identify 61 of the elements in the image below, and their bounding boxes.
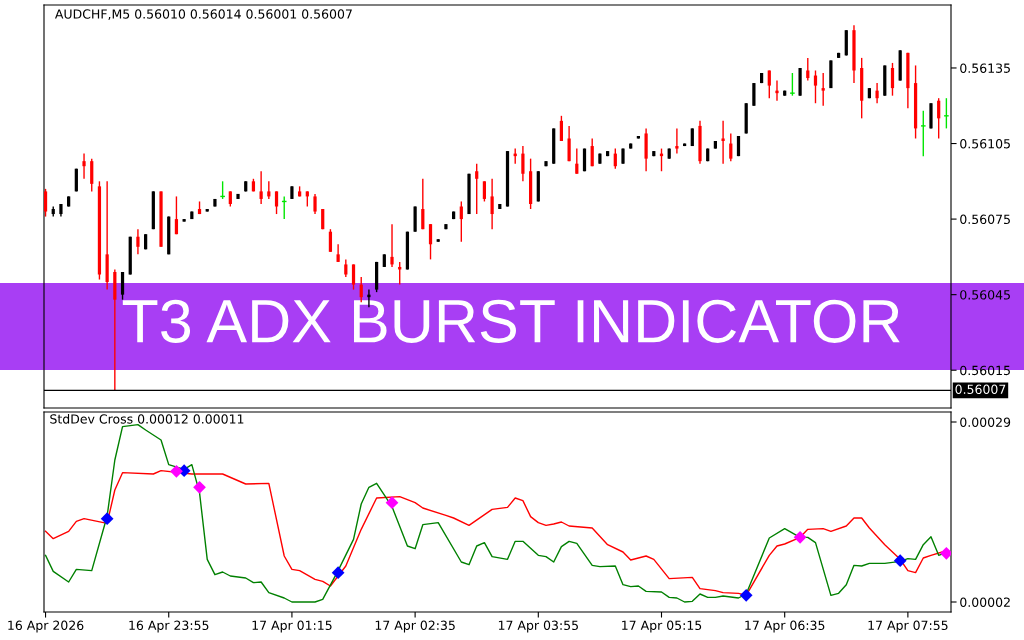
ref-line-label: 0.56007 [955,384,1006,394]
y-tick-label: 0.56105 [960,139,1010,149]
candlestick [590,137,594,167]
candlestick [890,62,895,97]
candlestick [136,228,140,256]
candlestick [120,271,125,301]
candlestick [82,152,86,180]
candlestick [813,69,818,104]
x-tick-label: 17 Apr 01:15 [252,620,332,633]
point [100,512,114,526]
x-tick-label: 17 Apr 06:35 [745,620,825,633]
candlestick [274,190,279,215]
point [739,588,753,602]
x-tick-label: 16 Apr 2026 [8,620,84,633]
candlestick [490,178,494,230]
candlestick [721,120,725,165]
candlestick [44,188,48,218]
candlestick [559,115,564,142]
point [793,530,807,544]
candlestick [390,223,394,268]
candlestick [567,125,571,162]
x-tick-label: 16 Apr 23:55 [129,620,209,633]
y-tick-label: 0.56135 [960,63,1010,73]
candlestick [675,127,679,155]
candlestick [875,82,879,104]
point [170,464,183,478]
point [385,496,399,510]
point [331,566,345,580]
candlestick [313,193,317,215]
candlestick [767,69,771,99]
y-tick-label: 0.56075 [960,214,1010,225]
candlestick [821,72,825,107]
candlestick [482,180,487,203]
candlestick [174,195,179,235]
point [193,480,206,494]
candlestick [752,82,756,107]
candlestick [428,223,433,261]
candlestick [729,132,733,162]
candlestick [267,180,271,200]
candlestick [575,147,579,175]
candlestick [328,228,333,253]
point [940,546,951,560]
x-tick-label: 17 Apr 07:55 [868,620,948,633]
x-tick-label: 17 Apr 03:55 [498,620,578,633]
candlestick [521,145,525,183]
candlestick [259,170,263,205]
chart-title: StdDev Cross 0.00012 0.00011 [50,414,244,424]
x-tick-label: 17 Apr 05:15 [622,620,702,633]
y-tick-label: 0.56045 [960,290,1010,300]
candlestick [806,57,810,82]
chart-title: AUDCHF,M5 0.56010 0.56014 0.56001 0.56007 [54,9,352,20]
point [893,554,907,568]
x-tick-label: 17 Apr 02:35 [375,620,455,633]
candlestick [421,178,425,230]
candlestick [351,263,356,291]
candlestick [90,157,94,193]
candlestick [775,79,779,102]
y-tick-label: 0.00029 [960,417,1011,427]
candlestick [475,162,479,215]
y-tick-label: 0.00002 [960,597,1010,607]
annotation: T3 ADX BURST INDICATOR [122,299,900,343]
